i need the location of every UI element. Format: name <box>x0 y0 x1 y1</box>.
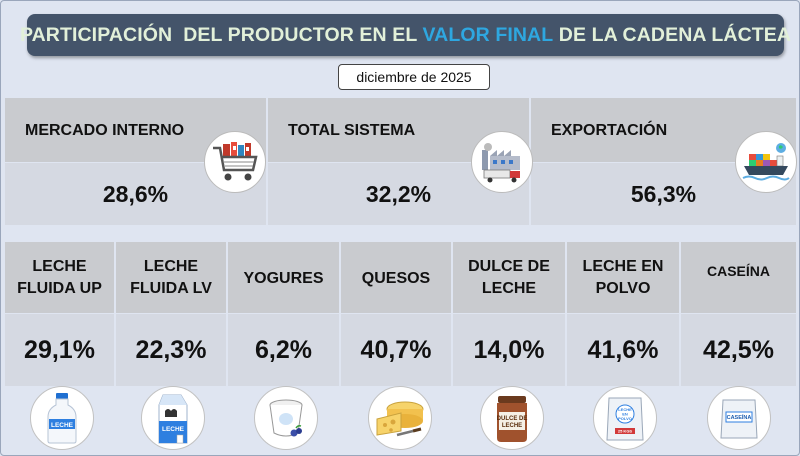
caseina-header: CASEÍNA <box>681 242 796 313</box>
title-highlight: VALOR FINAL <box>422 23 554 46</box>
cheese-icon <box>368 386 432 450</box>
mercado-interno-header: MERCADO INTERNO <box>5 98 266 162</box>
jar-text-line1: DULCE DE <box>497 416 528 422</box>
shopping-cart-icon <box>204 131 266 193</box>
caseina-value: 42,5% <box>681 314 796 386</box>
mercado-interno-label: MERCADO INTERNO <box>25 122 185 139</box>
dulce-de-leche-jar-icon: DULCE DE LECHE <box>480 386 544 450</box>
leche-en-polvo-header: LECHE EN POLVO <box>567 242 679 313</box>
page-title: PARTICIPACIÓN DEL PRODUCTOR EN EL VALOR … <box>20 14 791 56</box>
milk-bottle-text: LECHE <box>51 422 74 429</box>
cargo-ship-icon <box>735 131 797 193</box>
title-suffix: DE LA CADENA LÁCTEA <box>553 23 792 46</box>
yogures-header: YOGURES <box>228 242 339 313</box>
quesos-label: QUESOS <box>361 270 431 287</box>
milk-carton-icon: LECHE <box>141 386 205 450</box>
powder-milk-bag-icon: LECHE EN POLVO 25 KGS <box>593 386 657 450</box>
dulce-de-leche-header: DULCE DE LECHE <box>453 242 565 313</box>
date-label: diciembre de 2025 <box>338 64 490 90</box>
caseina-label: CASEÍNA <box>706 263 770 279</box>
factory-truck-icon <box>471 131 533 193</box>
leche-en-polvo-value: 41,6% <box>567 314 679 386</box>
dulce-de-leche-label: DULCE DE LECHE <box>468 257 550 297</box>
leche-fluida-lv-value: 22,3% <box>116 314 226 386</box>
exportacion-label: EXPORTACIÓN <box>551 122 668 139</box>
bag-text-line1: LECHE <box>618 407 632 412</box>
total-sistema-label: TOTAL SISTEMA <box>288 122 416 139</box>
caseina-bag-icon: CASEÍNA <box>707 386 771 450</box>
yogurt-cup-icon <box>254 386 318 450</box>
leche-en-polvo-label: LECHE EN POLVO <box>582 257 664 297</box>
quesos-header: QUESOS <box>341 242 451 313</box>
leche-fluida-up-header: LECHE FLUIDA UP <box>5 242 114 313</box>
yogures-label: YOGURES <box>243 270 324 287</box>
caseina-bag-text: CASEÍNA <box>727 413 752 421</box>
quesos-value: 40,7% <box>341 314 451 386</box>
leche-fluida-lv-header: LECHE FLUIDA LV <box>116 242 226 313</box>
milk-carton-text: LECHE <box>162 426 185 433</box>
milk-bottle-icon: LECHE <box>30 386 94 450</box>
bag-text-line3: POLVO <box>618 416 632 421</box>
jar-text-line2: LECHE <box>502 423 522 429</box>
bag-weight-text: 25 KGS <box>618 429 633 434</box>
bag-text-line2: EN <box>622 412 628 417</box>
yogures-value: 6,2% <box>228 314 339 386</box>
leche-fluida-lv-label: LECHE FLUIDA LV <box>130 257 212 297</box>
leche-fluida-up-value: 29,1% <box>5 314 114 386</box>
leche-fluida-up-label: LECHE FLUIDA UP <box>17 257 102 297</box>
title-prefix: PARTICIPACIÓN DEL PRODUCTOR EN EL <box>19 23 423 46</box>
dulce-de-leche-value: 14,0% <box>453 314 565 386</box>
